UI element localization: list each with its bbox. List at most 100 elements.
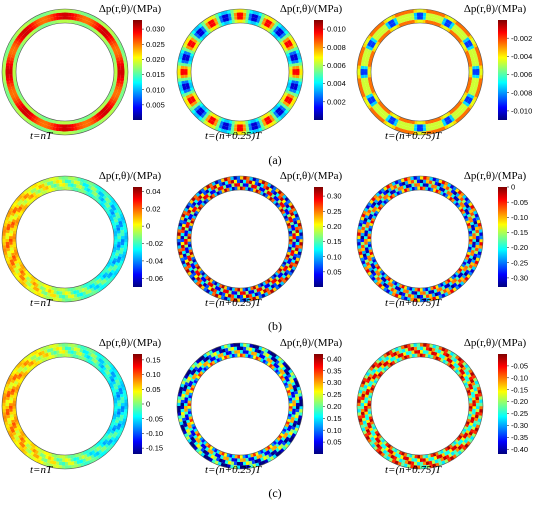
contour-cell [422,458,426,462]
contour-cell [114,252,120,257]
contour-cell [462,100,467,106]
contour-cell [222,17,227,23]
colorbar-tick-label: 0.010 [146,85,165,94]
contour-cell [259,123,265,128]
contour-cell [79,117,84,122]
contour-cell [81,121,86,126]
contour-cell [298,58,303,63]
contour-cell [184,408,188,412]
contour-cell [299,406,303,410]
contour-cell [294,247,299,252]
contour-cell [77,118,82,123]
contour-cell [51,20,56,25]
contour-cell [360,411,365,416]
contour-cell [9,65,13,70]
contour-cell [429,286,434,291]
contour-cell [102,111,108,117]
contour-cell [6,80,11,85]
contour-cell [368,79,373,83]
contour-cell [120,216,125,221]
ring-inner-edge [15,189,115,289]
contour-cell [45,128,50,133]
contour-cell [360,402,365,406]
contour-cell [242,183,247,187]
contour-cell [185,249,190,254]
contour-cell [61,343,66,347]
contour-cell [12,69,17,72]
contour-panel-3-3: Δp(r,θ)/(MPa)-0.05-0.10-0.15-0.20-0.25-0… [356,337,528,476]
contour-cell [181,223,186,228]
contour-cell [237,120,240,125]
contour-cell [292,69,296,73]
contour-cell [204,279,210,285]
contour-cell [476,87,481,92]
contour-cell [67,127,72,132]
contour-cell [369,84,374,89]
contour-cell [184,74,188,78]
contour-cell [409,20,413,25]
contour-cell [56,120,60,125]
contour-cell [191,208,197,213]
contour-cell [229,187,233,192]
contour-cell [223,177,228,182]
contour-cell [377,27,383,33]
contour-cell [428,290,432,295]
contour-cell [93,25,99,30]
contour-cell [19,269,25,275]
contour-cell [413,294,418,299]
contour-cell [124,239,128,243]
contour-cell [373,32,379,37]
contour-cell [357,71,361,76]
contour-cell [365,85,371,90]
contour-cell [223,296,228,301]
contour-cell [218,15,223,20]
contour-cell [9,238,13,242]
contour-cell [425,294,430,299]
contour-cell [2,77,7,82]
contour-cell [413,124,418,128]
contour-cell [452,23,458,29]
contour-cell [357,405,361,410]
contour-cell [187,408,192,412]
contour-cell [465,95,470,101]
contour-cell [275,30,280,36]
contour-cell [44,185,49,190]
contour-cell [277,32,282,38]
contour-cell [67,294,72,299]
contour-cell [423,9,427,13]
contour-cell [23,106,28,112]
contour-cell [18,107,24,112]
contour-cell [465,269,470,275]
contour-cell [108,104,114,110]
contour-cell [428,16,432,21]
contour-cell [215,183,221,188]
contour-cell [227,293,232,298]
contour-cell [288,72,293,75]
contour-cell [222,184,227,190]
contour-cell [358,84,363,89]
contour-cell [240,186,243,191]
contour-cell [245,290,249,295]
contour-cell [464,109,469,115]
contour-cell [84,290,90,295]
contour-cell [367,63,372,67]
contour-cell [65,353,68,358]
contour-cell [292,217,297,222]
contour-cell [114,85,120,90]
colorbar-tick-label: 0.008 [327,43,346,52]
contour-cell [361,59,366,64]
colorbar-title: Δp(r,θ)/(MPa) [464,337,527,349]
contour-cell [9,235,13,239]
contour-cell [200,280,205,286]
contour-cell [116,63,121,67]
colorbar-tick-label: -0.10 [511,213,528,222]
contour-cell [70,186,74,191]
contour-cell [187,403,192,406]
contour-cell [3,84,8,89]
contour-cell [206,281,212,286]
contour-cell [9,74,13,78]
contour-cell [122,251,127,256]
contour-cell [187,230,192,234]
contour-cell [367,238,372,242]
contour-cell [46,292,51,297]
